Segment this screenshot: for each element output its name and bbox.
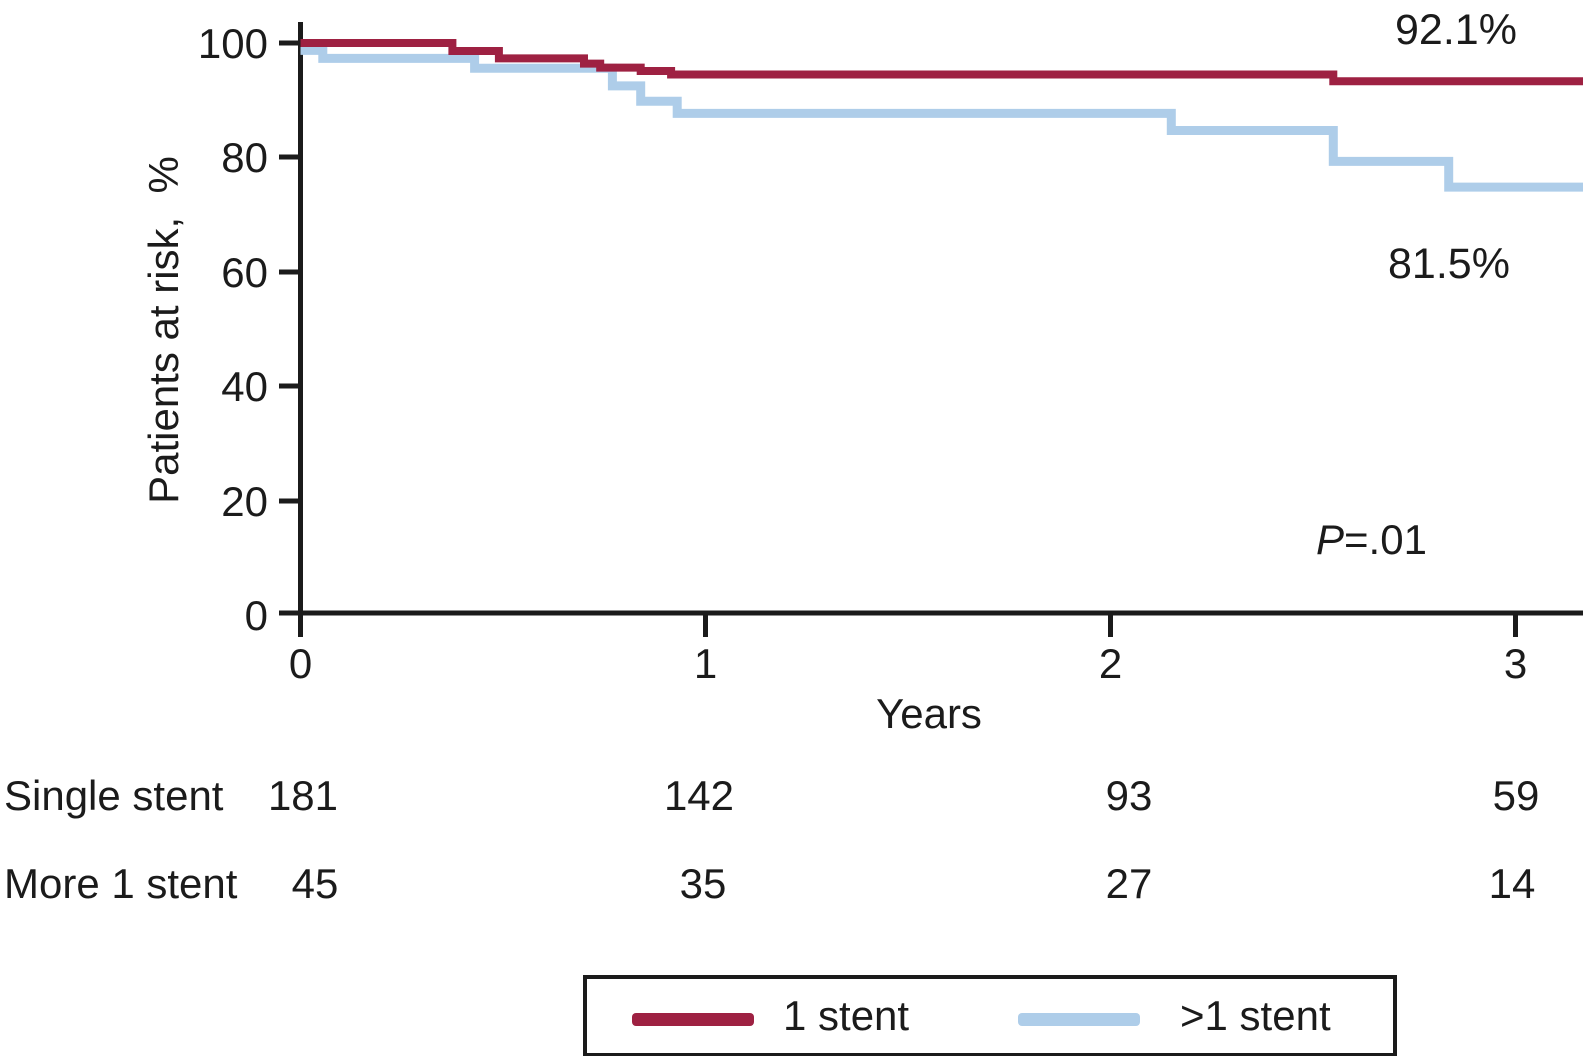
p-value-symbol: P (1316, 516, 1345, 563)
x-tick-label-0: 0 (289, 640, 312, 687)
risk-value: 93 (1105, 772, 1153, 819)
risk-value: 35 (679, 860, 727, 907)
y-tick-label-80: 80 (221, 134, 268, 181)
p-value-number: =.01 (1344, 516, 1427, 563)
km-curve-1-stent (300, 45, 1583, 192)
x-tick-label-3: 3 (1504, 640, 1527, 687)
curves-layer (300, 39, 1583, 192)
y-tick-label-0: 0 (245, 592, 268, 639)
x-tick-label-1: 1 (694, 640, 717, 687)
risk-value: 142 (663, 772, 735, 819)
x-tick-label-2: 2 (1099, 640, 1122, 687)
km-curve-1-stent (300, 39, 1583, 86)
legend-label-gt1-stent: >1 stent (1180, 992, 1331, 1039)
y-tick-label-60: 60 (221, 249, 268, 296)
annotation-final-1-stent: 92.1% (1395, 6, 1517, 54)
risk-row-label-more-1-stent: More 1 stent (4, 860, 238, 907)
annotation-final-gt1-stent: 81.5% (1388, 240, 1510, 288)
y-tick-label-40: 40 (221, 363, 268, 410)
x-axis-title: Years (876, 690, 982, 737)
risk-row-label-single-stent: Single stent (4, 772, 224, 819)
legend-label-1-stent: 1 stent (783, 992, 910, 1039)
y-tick-label-100: 100 (198, 20, 268, 67)
km-chart: 100 80 60 40 20 0 0 1 2 3 Patients at ri… (140, 20, 1583, 737)
p-value: P=.01 (1316, 516, 1427, 564)
risk-value: 45 (291, 860, 339, 907)
y-axis-title: Patients at risk, % (140, 156, 187, 504)
risk-value: 181 (267, 772, 339, 819)
legend-swatch-1-stent (632, 1013, 754, 1026)
risk-value: 59 (1492, 772, 1540, 819)
y-tick-label-20: 20 (221, 478, 268, 525)
risk-value: 14 (1488, 860, 1536, 907)
legend-swatch-gt1-stent (1018, 1013, 1140, 1026)
legend-box: 1 stent >1 stent (583, 975, 1397, 1056)
risk-value: 27 (1105, 860, 1153, 907)
